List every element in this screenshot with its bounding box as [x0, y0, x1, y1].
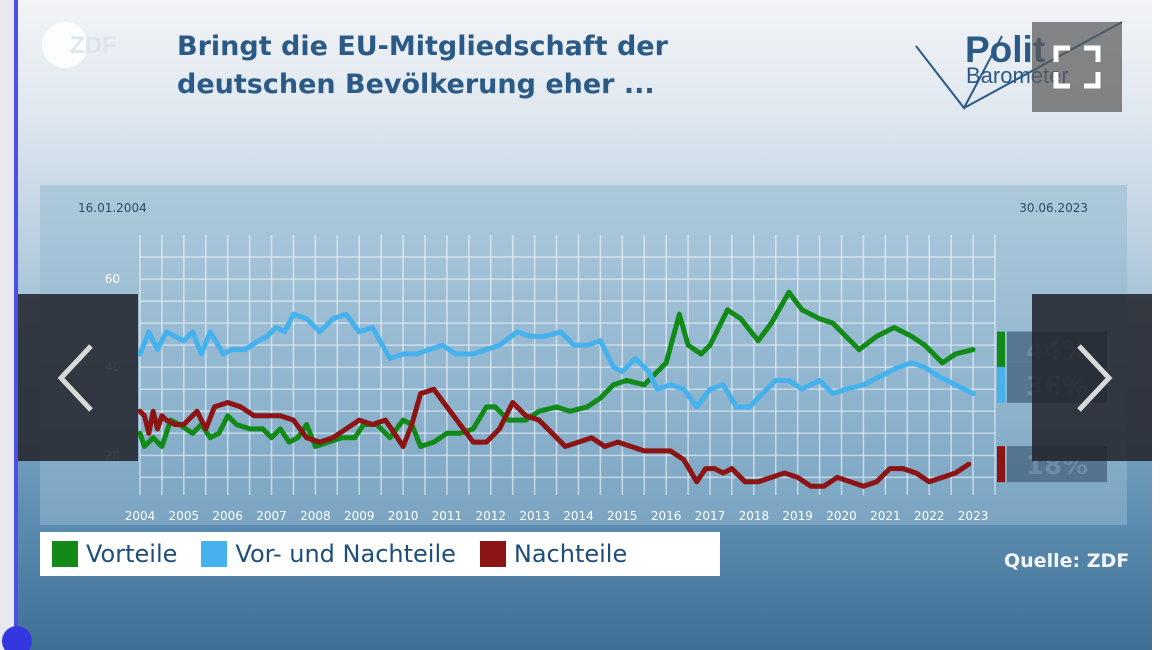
x-tick-label: 2020 — [826, 509, 857, 523]
x-tick-label: 2006 — [212, 509, 243, 523]
scroll-indicator-dot — [2, 626, 32, 650]
legend-item-vor-und-nachteile: Vor- und Nachteile — [201, 540, 456, 568]
legend-swatch-nachteile — [479, 541, 506, 567]
series-line-2 — [137, 311, 976, 410]
fullscreen-button[interactable] — [1032, 22, 1122, 112]
chart-title-line-2: deutschen Bevölkerung eher ... — [177, 69, 655, 100]
x-tick-label: 2018 — [739, 509, 770, 523]
source-label: Quelle: ZDF — [1004, 550, 1130, 572]
legend-label-nachteile: Nachteile — [513, 540, 628, 568]
x-tick-label: 2019 — [782, 509, 813, 523]
legend-swatch-vorteile — [52, 541, 78, 567]
legend-label-vorteile: Vorteile — [86, 540, 178, 568]
x-tick-label: 2022 — [914, 509, 945, 523]
zdf-logo-text: ZDF — [70, 32, 117, 59]
series-line-3 — [137, 386, 972, 489]
line-chart: 2040602004200520062007200820092010201120… — [78, 201, 1107, 523]
end-marker-2 — [997, 366, 1005, 403]
x-tick-label: 2021 — [870, 509, 901, 523]
x-tick-label: 2010 — [388, 509, 419, 523]
legend-swatch-vor-und-nachteile — [201, 541, 228, 567]
x-tick-label: 2008 — [300, 509, 331, 523]
x-tick-label: 2014 — [563, 509, 594, 523]
x-tick-label: 2009 — [344, 509, 375, 523]
y-tick-label: 60 — [105, 272, 120, 286]
previous-image-button[interactable] — [18, 294, 138, 461]
x-tick-label: 2007 — [256, 509, 287, 523]
chart-title: Bringt die EU-Mitgliedschaft der deutsch… — [177, 28, 817, 104]
end-date-label: 30.06.2023 — [1019, 201, 1088, 215]
x-tick-label: 2013 — [519, 509, 550, 523]
chevron-left-icon — [57, 343, 93, 412]
chart-title-line-1: Bringt die EU-Mitgliedschaft der — [177, 31, 668, 62]
chart-legend: Vorteile Vor- und Nachteile Nachteile — [40, 532, 720, 576]
x-tick-label: 2015 — [607, 509, 638, 523]
chevron-right-icon — [1077, 343, 1113, 412]
left-accent-line — [14, 0, 19, 650]
x-tick-label: 2011 — [432, 509, 463, 523]
start-date-label: 16.01.2004 — [78, 201, 147, 215]
x-tick-label: 2005 — [169, 509, 200, 523]
next-image-button[interactable] — [1032, 294, 1152, 461]
x-tick-label: 2012 — [475, 509, 506, 523]
legend-label-vor-und-nachteile: Vor- und Nachteile — [235, 540, 456, 568]
x-tick-label: 2016 — [651, 509, 682, 523]
end-marker-3 — [997, 446, 1005, 483]
left-accent-bar — [0, 0, 16, 650]
politbarometer-name: Polit — [965, 29, 1046, 70]
series-line-1 — [137, 289, 976, 449]
legend-item-nachteile: Nachteile — [479, 540, 628, 568]
fullscreen-icon — [1053, 45, 1101, 89]
legend-item-vorteile: Vorteile — [52, 540, 177, 568]
x-tick-label: 2017 — [695, 509, 726, 523]
x-tick-label: 2023 — [958, 509, 989, 523]
zdf-logo: ZDF — [42, 22, 117, 68]
end-marker-1 — [997, 331, 1005, 368]
right-margin — [1152, 0, 1170, 650]
x-tick-label: 2004 — [125, 509, 156, 523]
